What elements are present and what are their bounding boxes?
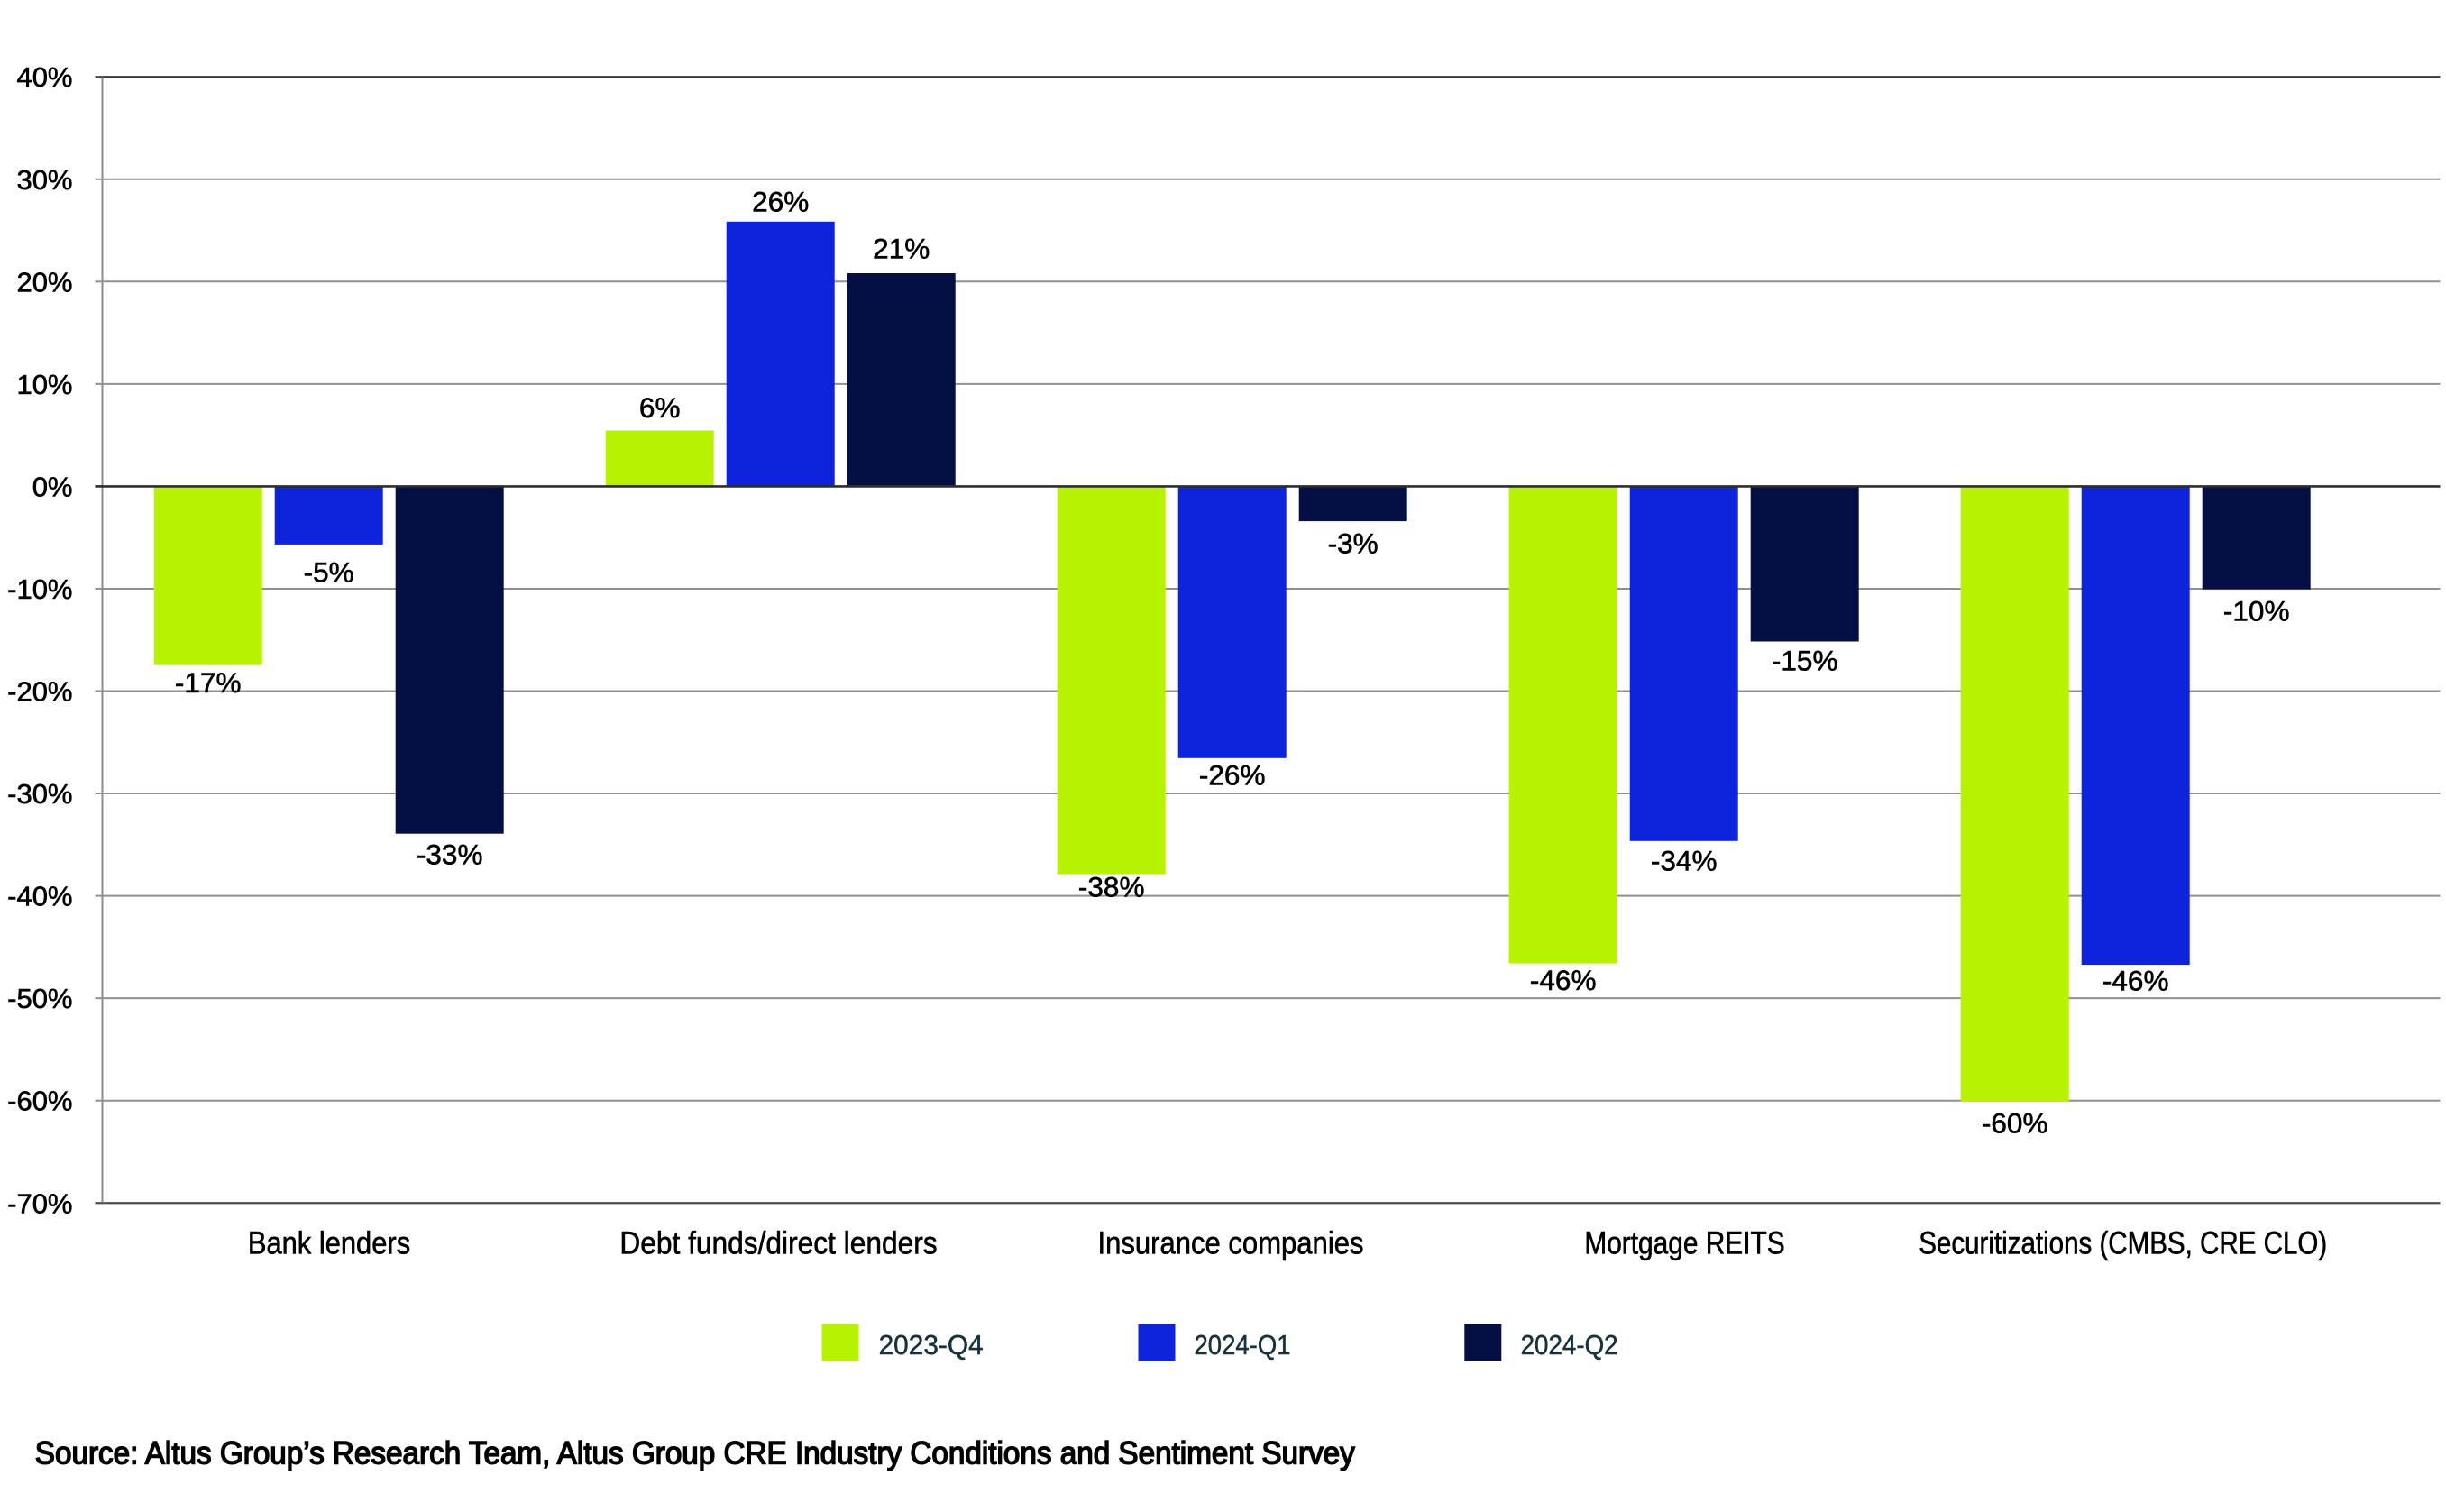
svg-text:2024-Q1: 2024-Q1 [1195,1330,1291,1361]
svg-text:-40%: -40% [7,881,72,912]
svg-text:-10%: -10% [7,573,72,605]
svg-text:Securitizations (CMBS, CRE CLO: Securitizations (CMBS, CRE CLO) [1919,1224,2327,1260]
svg-text:-10%: -10% [2223,595,2290,628]
svg-text:-34%: -34% [1651,845,1718,877]
svg-text:-50%: -50% [7,983,72,1014]
svg-text:20%: 20% [16,266,72,298]
svg-text:-46%: -46% [2102,965,2169,997]
svg-text:Bank lenders: Bank lenders [248,1224,410,1260]
svg-text:-60%: -60% [1982,1107,2048,1140]
svg-text:30%: 30% [16,164,72,196]
svg-text:-70%: -70% [7,1187,72,1219]
svg-text:21%: 21% [873,232,930,264]
svg-text:26%: 26% [752,185,809,217]
svg-text:-5%: -5% [304,555,354,588]
svg-text:-30%: -30% [7,778,72,810]
svg-text:-33%: -33% [417,838,483,871]
svg-text:Source: Altus Group’s Research: Source: Altus Group’s Research Team, Alt… [35,1435,1355,1471]
svg-text:10%: 10% [16,369,72,400]
svg-text:-15%: -15% [1772,645,1838,677]
svg-text:40%: 40% [16,61,72,93]
svg-text:-3%: -3% [1328,527,1379,560]
svg-text:0%: 0% [32,471,73,502]
svg-text:Mortgage REITS: Mortgage REITS [1584,1224,1784,1260]
svg-text:-26%: -26% [1199,759,1266,792]
svg-text:-38%: -38% [1078,871,1145,903]
svg-text:Insurance companies: Insurance companies [1098,1224,1364,1260]
svg-text:2023-Q4: 2023-Q4 [879,1330,984,1361]
svg-text:-17%: -17% [175,666,242,699]
svg-text:-46%: -46% [1530,964,1597,996]
svg-text:6%: 6% [639,391,681,424]
svg-text:2024-Q2: 2024-Q2 [1521,1330,1618,1361]
svg-text:-60%: -60% [7,1086,72,1117]
svg-text:-20%: -20% [7,676,72,708]
svg-text:Debt funds/direct lenders: Debt funds/direct lenders [619,1224,937,1260]
